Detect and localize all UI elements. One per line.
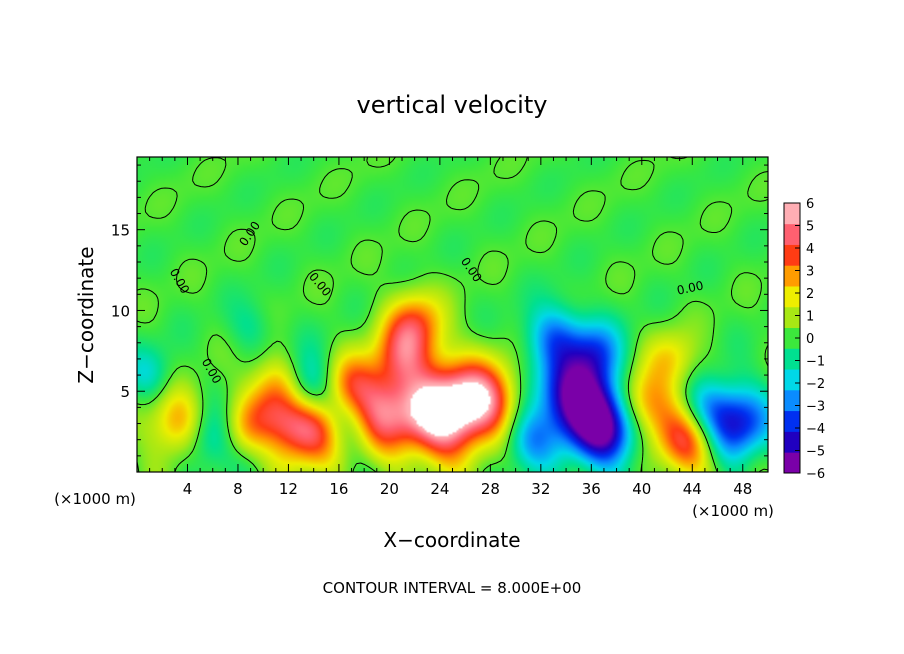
x-tick-label: 36 bbox=[582, 480, 601, 498]
colorbar-tick-label: 6 bbox=[806, 197, 814, 212]
colorbar-tick-label: −4 bbox=[806, 422, 825, 437]
colorbar-tick-label: 0 bbox=[806, 332, 814, 347]
colorbar-tick-label: −3 bbox=[806, 400, 825, 415]
x-tick-label: 44 bbox=[683, 480, 702, 498]
colorbar-tick-label: 4 bbox=[806, 242, 814, 257]
contour-interval-note: CONTOUR INTERVAL = 8.000E+00 bbox=[323, 579, 582, 597]
zero-contour-lines bbox=[136, 156, 769, 473]
colorbar-swatch bbox=[784, 223, 800, 245]
x-tick-label: 32 bbox=[531, 480, 550, 498]
y-axis: 5 10 15 bbox=[111, 164, 768, 457]
colorbar-tick-label: 2 bbox=[806, 287, 814, 302]
x-tick-label: 20 bbox=[380, 480, 399, 498]
x-tick-label: 24 bbox=[430, 480, 449, 498]
colorbar-tick-label: −1 bbox=[806, 355, 825, 370]
colorbar-tick-label: −2 bbox=[806, 377, 825, 392]
colorbar-tick-label: 3 bbox=[806, 265, 814, 280]
colorbar-swatch bbox=[784, 389, 800, 412]
y-tick-label: 15 bbox=[111, 222, 130, 240]
colorbar-swatch bbox=[784, 265, 800, 287]
plot-area: 0.000.00 0.000.000.000.00 bbox=[136, 156, 769, 473]
colorbar-swatch bbox=[784, 431, 800, 453]
x-tick-label: 28 bbox=[481, 480, 500, 498]
colorbar-tick-label: −5 bbox=[806, 445, 825, 460]
x-unit-right: (×1000 m) bbox=[692, 502, 774, 520]
colorbar: 6 5 4 3 2 1 0 −1 −2 −3 −4 −5 −6 bbox=[783, 197, 825, 482]
velocity-field bbox=[137, 157, 768, 472]
colorbar-swatch bbox=[784, 348, 800, 370]
contour-label: 0.00 bbox=[676, 278, 705, 297]
chart-title: vertical velocity bbox=[357, 91, 548, 119]
colorbar-tick-label: 5 bbox=[806, 220, 814, 235]
y-axis-label: Z−coordinate bbox=[74, 246, 98, 383]
x-tick-label: 48 bbox=[733, 480, 752, 498]
x-unit-left: (×1000 m) bbox=[54, 490, 136, 508]
x-tick-label: 12 bbox=[279, 480, 298, 498]
x-tick-label: 16 bbox=[329, 480, 348, 498]
x-tick-label: 8 bbox=[233, 480, 243, 498]
colorbar-swatch bbox=[784, 327, 800, 349]
colorbar-swatch bbox=[784, 286, 800, 308]
colorbar-swatch bbox=[784, 203, 800, 225]
x-tick-label: 40 bbox=[632, 480, 651, 498]
x-axis: 4 8 12 16 20 24 28 32 36 40 44 48 bbox=[149, 157, 756, 498]
y-tick-label: 10 bbox=[111, 302, 130, 320]
colorbar-swatch bbox=[784, 410, 800, 432]
x-tick-label: 4 bbox=[183, 480, 193, 498]
y-tick-label: 5 bbox=[120, 383, 130, 401]
colorbar-swatch bbox=[784, 369, 800, 391]
colorbar-swatch bbox=[784, 306, 800, 329]
colorbar-swatch bbox=[784, 452, 800, 474]
x-axis-label: X−coordinate bbox=[383, 528, 520, 552]
colorbar-swatch bbox=[784, 244, 800, 266]
colorbar-tick-label: 1 bbox=[806, 310, 814, 325]
colorbar-tick-label: −6 bbox=[806, 467, 825, 482]
